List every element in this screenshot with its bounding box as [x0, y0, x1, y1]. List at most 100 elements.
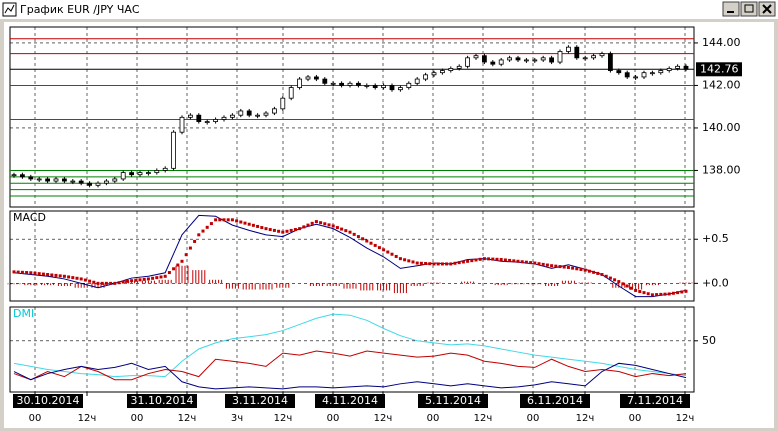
signal-marker	[121, 280, 125, 284]
candle	[162, 167, 168, 171]
signal-marker	[222, 218, 226, 222]
candle	[439, 70, 445, 74]
signal-marker	[197, 233, 201, 237]
candle	[641, 72, 647, 78]
candle	[532, 59, 538, 62]
date-label-box	[127, 394, 197, 408]
signal-marker	[117, 281, 121, 285]
signal-marker	[373, 243, 377, 247]
candle	[313, 76, 319, 80]
candle	[204, 121, 210, 123]
candle	[456, 65, 462, 69]
panel-frame	[9, 210, 695, 302]
signal-marker	[71, 276, 75, 280]
signal-marker	[352, 232, 356, 236]
candle	[87, 182, 92, 186]
signal-marker	[390, 252, 394, 256]
signal-marker	[272, 228, 276, 232]
signal-marker	[172, 267, 176, 271]
minimize-button[interactable]	[722, 1, 740, 17]
signal-marker	[348, 230, 352, 234]
y-tick-label: 50	[702, 334, 716, 347]
signal-marker	[176, 263, 180, 267]
signal-marker	[432, 262, 436, 266]
signal-marker	[592, 270, 596, 274]
panel-title: MACD	[13, 211, 46, 224]
signal-marker	[113, 281, 117, 285]
candle	[280, 97, 286, 110]
signal-marker	[419, 261, 423, 265]
signal-marker	[319, 221, 323, 225]
signal-marker	[285, 229, 289, 233]
time-label: 12ч	[274, 413, 293, 424]
date-label: 30.10.2014	[17, 394, 80, 407]
signal-marker	[92, 280, 96, 284]
signal-marker	[646, 292, 650, 296]
signal-marker	[289, 228, 293, 232]
candle	[608, 53, 613, 71]
candle	[120, 172, 126, 180]
candle	[666, 68, 672, 71]
date-label: 7.11.2014	[627, 394, 683, 407]
signal-marker	[524, 260, 528, 264]
candle	[423, 74, 429, 80]
signal-marker	[109, 281, 113, 285]
signal-marker	[596, 271, 600, 275]
candle	[490, 61, 496, 65]
candle	[104, 180, 109, 184]
candle	[154, 170, 160, 173]
signal-marker	[46, 273, 50, 277]
signal-marker	[487, 257, 491, 261]
signal-marker	[146, 277, 150, 281]
time-label: 12ч	[576, 413, 595, 424]
maximize-button[interactable]	[740, 1, 758, 17]
indicator-line	[13, 214, 687, 298]
signal-marker	[566, 265, 570, 269]
signal-marker	[260, 226, 264, 230]
signal-marker	[394, 254, 398, 258]
signal-marker	[58, 274, 62, 278]
signal-marker	[629, 286, 633, 290]
candle	[322, 78, 328, 84]
candle	[145, 172, 151, 174]
candle	[633, 76, 638, 79]
signal-marker	[638, 290, 642, 294]
close-button[interactable]	[758, 1, 776, 17]
candle	[414, 78, 420, 84]
signal-marker	[491, 257, 495, 261]
time-label: 12ч	[178, 413, 197, 424]
candle	[473, 55, 479, 59]
window-icon	[4, 4, 15, 14]
window-title: График EUR /JPY ЧАС	[20, 3, 140, 16]
signal-marker	[558, 265, 562, 269]
time-label: 00	[629, 413, 642, 424]
candle	[229, 114, 235, 118]
signal-marker	[520, 260, 524, 264]
signal-marker	[659, 292, 663, 296]
signal-marker	[461, 260, 465, 264]
signal-marker	[33, 271, 37, 275]
signal-marker	[16, 270, 20, 274]
panel-title: DMI	[13, 307, 34, 320]
signal-marker	[142, 277, 146, 281]
signal-marker	[562, 265, 566, 269]
signal-marker	[230, 218, 234, 222]
time-label: 00	[327, 413, 340, 424]
signal-marker	[356, 235, 360, 239]
signal-marker	[575, 267, 579, 271]
signal-marker	[386, 250, 390, 254]
candle	[70, 180, 76, 183]
candle	[557, 51, 563, 63]
signal-marker	[83, 278, 87, 282]
signal-marker	[470, 259, 474, 263]
signal-marker	[445, 262, 449, 266]
candle	[28, 176, 34, 180]
candle	[675, 65, 680, 69]
signal-marker	[327, 223, 331, 227]
signal-marker	[331, 224, 335, 228]
candle	[179, 116, 185, 133]
date-label-box	[13, 394, 83, 408]
date-label-box	[520, 394, 590, 408]
signal-marker	[226, 218, 230, 222]
